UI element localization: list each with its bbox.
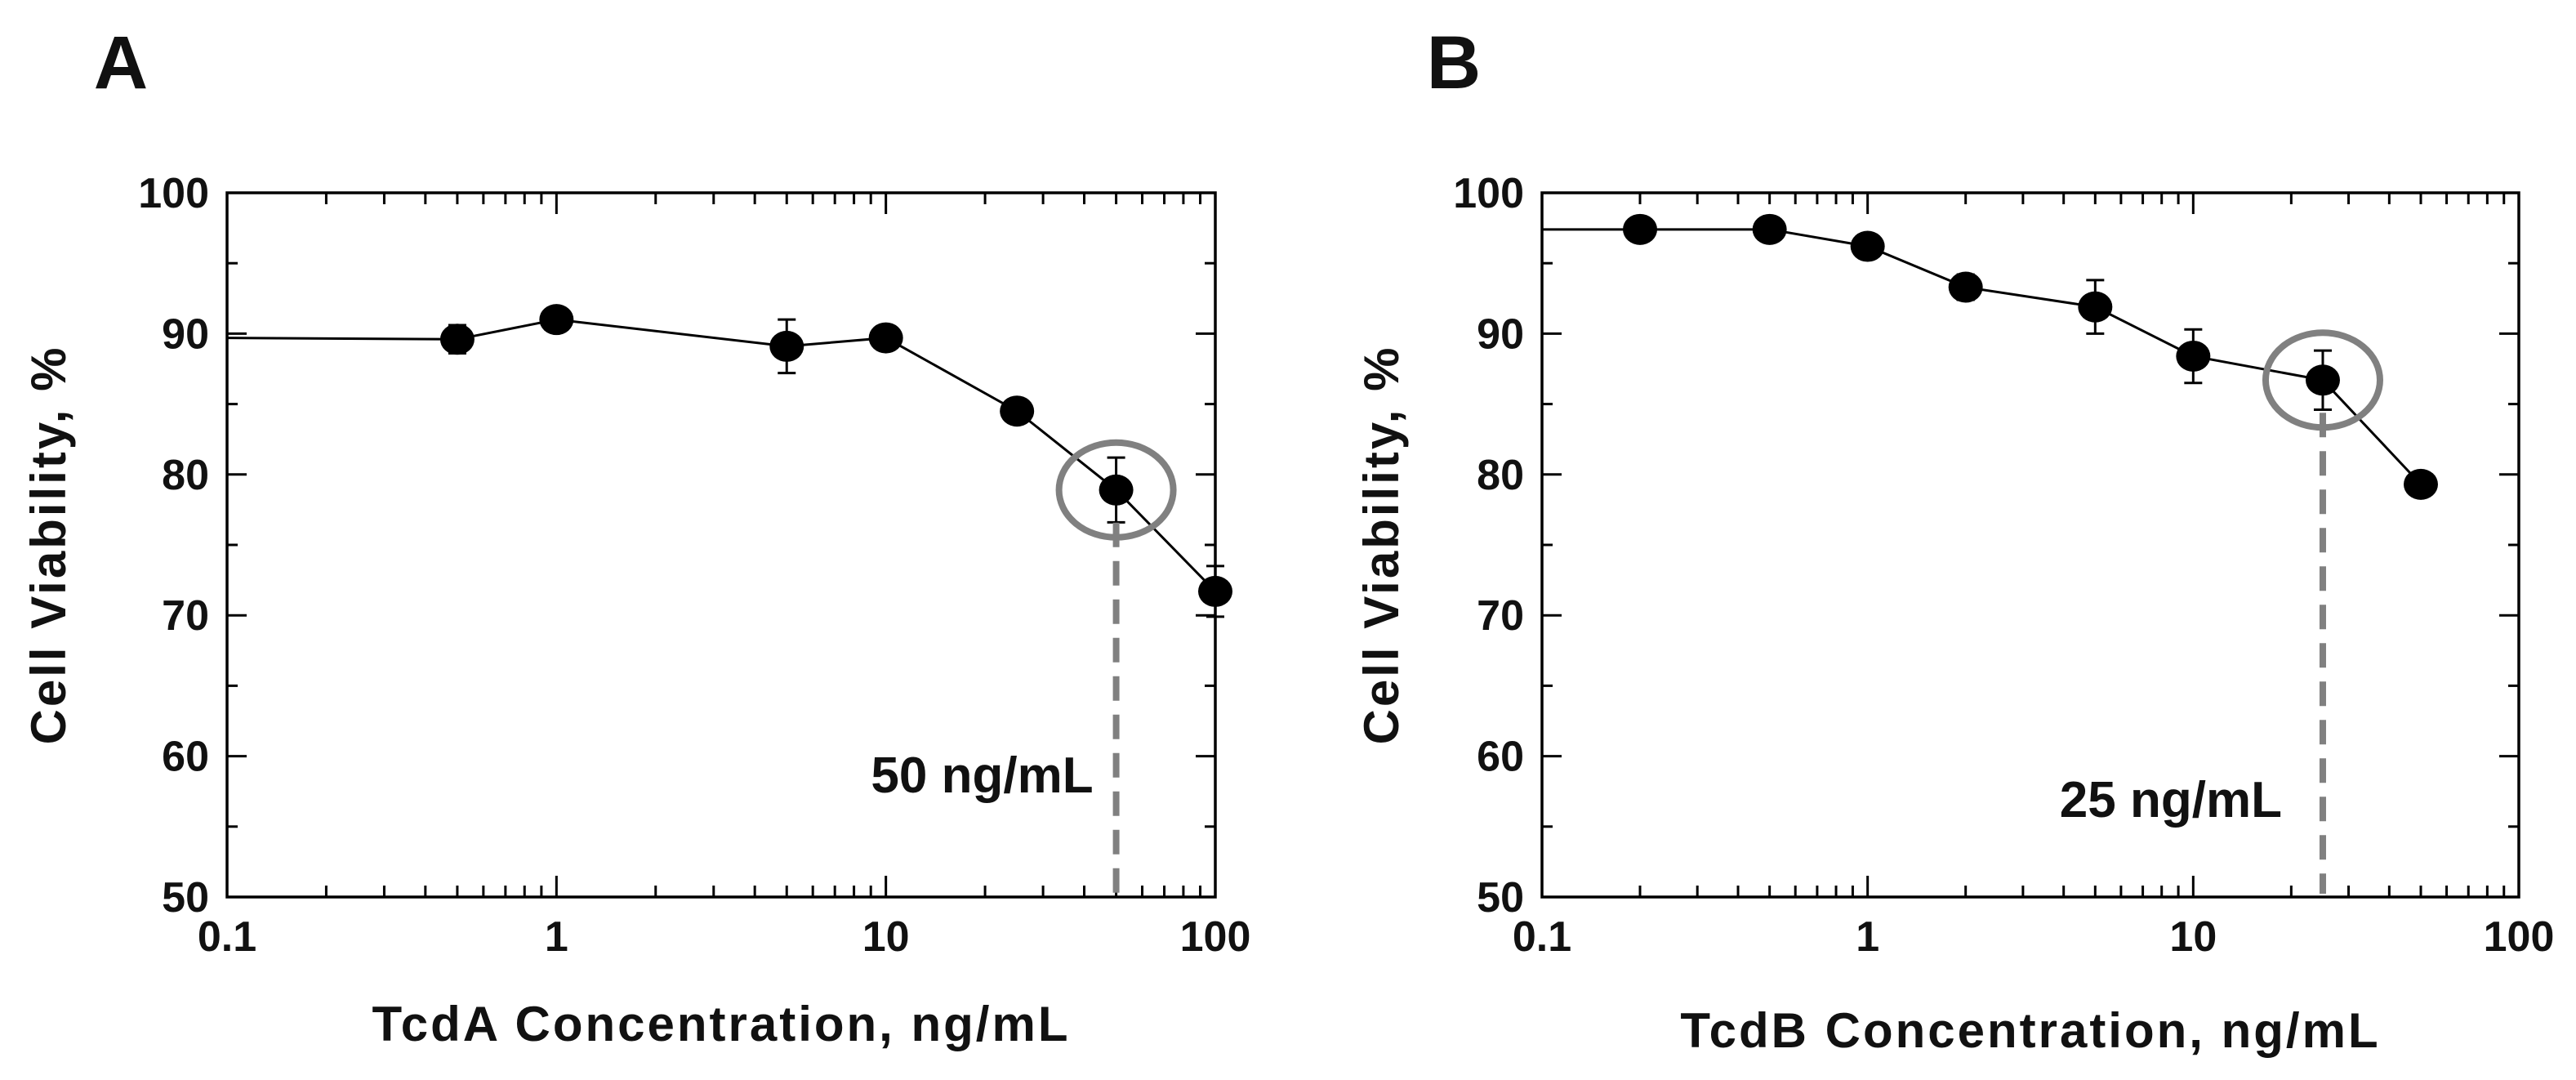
panel-b-y-tick-label: 60	[1477, 734, 1524, 781]
panel-b-y-axis-title: Cell Viability, %	[1354, 346, 1409, 745]
panel-a-y-tick-label: 80	[162, 452, 209, 499]
panel-b-y-tick-label: 90	[1477, 310, 1524, 358]
panel-b-data-point	[1850, 230, 1885, 262]
panel-a-series-line	[226, 318, 1217, 592]
panel-b-data-point	[1752, 213, 1787, 245]
panel-a-x-axis-title: TcdA Concentration, ng/mL	[372, 997, 1071, 1051]
panel-a-x-tick-label: 100	[1180, 913, 1251, 961]
panel-b-y-tick-label: 70	[1477, 592, 1524, 640]
panel-b-y-tick-label: 80	[1477, 452, 1524, 499]
panel-a: A 0.1 1 10 100 50 60 70 80 90 100 TcdA Concentratio…	[21, 21, 1250, 1051]
panel-b-data-point	[2176, 340, 2211, 372]
panel-a-y-axis-title: Cell Viability, %	[21, 346, 76, 745]
panel-a-data-point	[769, 330, 804, 362]
panel-b-series-line	[1542, 228, 2422, 485]
panel-a-data-point	[1099, 474, 1134, 506]
panel-a-data-point	[868, 322, 903, 354]
panel-b-x-tick-label: 0.1	[1513, 913, 1571, 961]
panel-a-y-tick-label: 90	[162, 310, 209, 358]
panel-a-x-tick-label: 0.1	[198, 913, 256, 961]
panel-b-y-tick-label: 100	[1453, 170, 1524, 217]
panel-b-plot-frame	[1540, 191, 2520, 899]
panel-a-y-tick-label: 50	[162, 874, 209, 922]
panel-a-y-tick-label: 60	[162, 734, 209, 781]
panel-b-threshold-label: 25 ng/mL	[2060, 772, 2282, 828]
panel-a-y-tick-label: 70	[162, 592, 209, 640]
panel-b-x-tick-label: 100	[2484, 913, 2555, 961]
panel-a-letter: A	[94, 21, 148, 105]
panel-a-threshold-label: 50 ng/mL	[871, 748, 1093, 804]
panel-a-highlight-circle	[1055, 439, 1177, 541]
panel-b: B 0.1 1 10 100 50 60 70 80 90 100 TcdB Concentratio…	[1354, 21, 2554, 1058]
panel-b-data-point	[2305, 364, 2340, 396]
panel-b-x-tick-label: 1	[1856, 913, 1879, 961]
panel-b-data-point	[2403, 468, 2438, 500]
panel-b-data-point	[1623, 213, 1658, 245]
panel-a-data-point	[1198, 575, 1232, 607]
panel-b-data-point	[1948, 271, 1983, 303]
panel-b-data-point	[2078, 291, 2113, 323]
panel-a-y-tick-label: 100	[138, 170, 209, 217]
panel-b-y-tick-label: 50	[1477, 874, 1524, 922]
panel-a-data-point	[1000, 395, 1035, 427]
panel-a-x-tick-label: 10	[862, 913, 910, 961]
panel-a-data-point	[439, 324, 475, 355]
panel-b-letter: B	[1427, 21, 1481, 105]
panel-b-x-axis-title: TcdB Concentration, ng/mL	[1680, 1003, 2380, 1058]
panel-b-x-tick-label: 10	[2169, 913, 2217, 961]
panel-b-highlight-circle	[2262, 329, 2383, 431]
panel-a-data-point	[539, 304, 574, 336]
panel-a-x-tick-label: 1	[545, 913, 568, 961]
